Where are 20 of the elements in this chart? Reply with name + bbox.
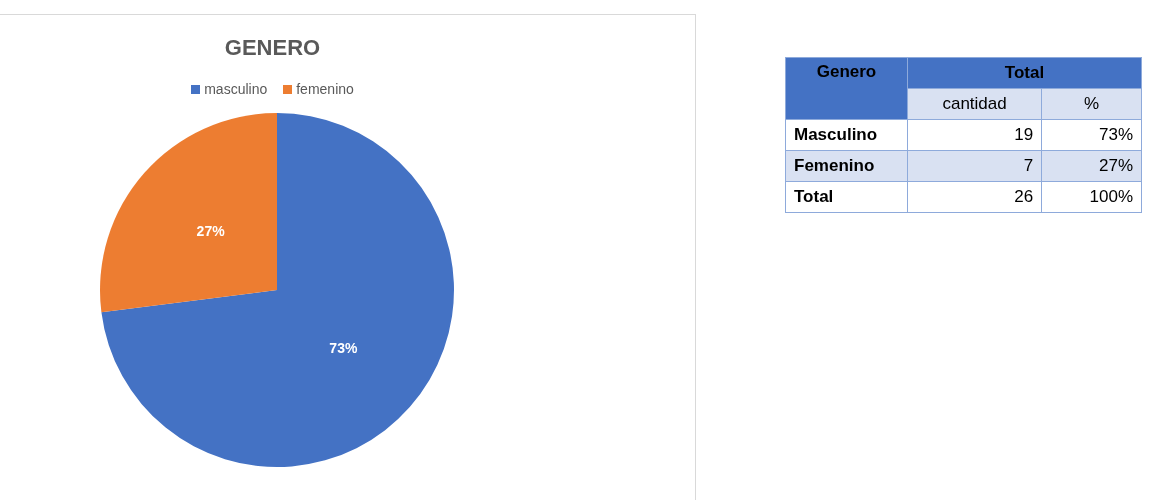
series-label: %: [1041, 88, 1142, 120]
data-label: 7: [907, 150, 1042, 182]
text: Total: [907, 57, 1142, 89]
data-label: 73%: [329, 340, 358, 357]
category-label: Femenino: [785, 150, 908, 182]
data-label: 27%: [1041, 150, 1142, 182]
pie-slice: [101, 113, 454, 467]
series-label: cantidad: [907, 88, 1042, 120]
data-label: 27%: [196, 223, 226, 240]
data-label: 19: [907, 119, 1042, 151]
chart-title: GENERO: [223, 35, 322, 61]
text: Genero: [785, 57, 908, 120]
category-label: Total: [785, 181, 908, 213]
pie-slice: [100, 113, 277, 313]
legend-label: masculino: [203, 81, 268, 97]
data-label: 26: [907, 181, 1042, 213]
data-label: 100%: [1041, 181, 1142, 213]
category-label: Masculino: [785, 119, 908, 151]
legend-label: femenino: [295, 81, 354, 97]
data-label: 73%: [1041, 119, 1142, 151]
